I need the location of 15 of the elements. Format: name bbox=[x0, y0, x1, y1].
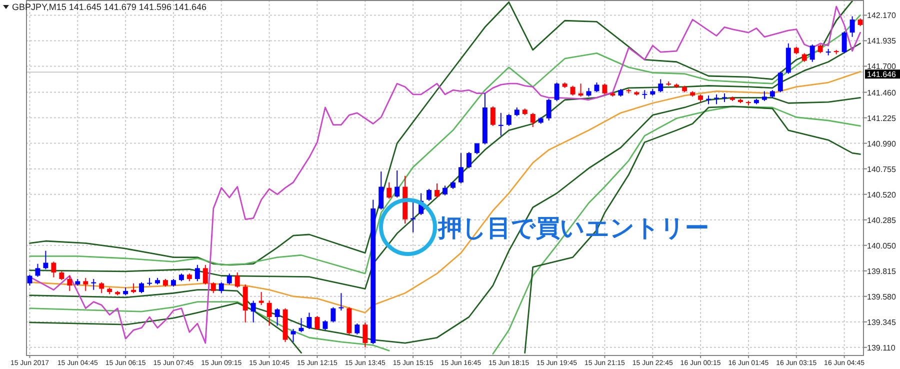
y-tick-label: 140.285 bbox=[867, 216, 896, 225]
ref-line-label: 141.646 bbox=[867, 70, 896, 80]
y-tick-label: 141.460 bbox=[867, 88, 896, 98]
y-tick-label: 141.700 bbox=[867, 62, 896, 72]
y-tick-label: 140.990 bbox=[867, 139, 896, 148]
y-tick-label: 140.520 bbox=[867, 190, 896, 200]
y-tick-label: 140.755 bbox=[867, 164, 896, 174]
y-tick-label: 139.580 bbox=[867, 292, 896, 302]
y-tick-label: 139.110 bbox=[867, 343, 896, 352]
y-tick-label: 139.345 bbox=[867, 318, 896, 327]
y-tick-label: 141.225 bbox=[867, 114, 896, 123]
y-tick-label: 141.935 bbox=[867, 36, 896, 46]
y-tick-label: 140.050 bbox=[867, 241, 896, 250]
y-tick-label: 142.170 bbox=[867, 11, 896, 20]
y-tick-label: 139.815 bbox=[867, 266, 896, 276]
